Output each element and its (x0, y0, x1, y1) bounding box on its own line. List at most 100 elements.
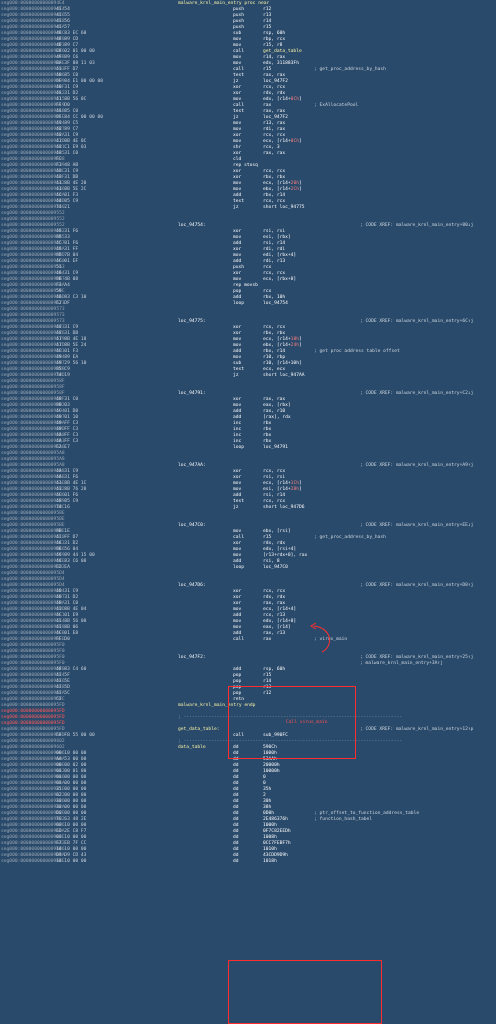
listing-row[interactable]: seg000:0000000000009581 4C 01 F3 add rbx, r… (0, 349, 496, 355)
listing-row[interactable]: seg000:000000000000950F 48 31 C9 xor rcx, r… (0, 85, 496, 91)
listing-row[interactable]: seg000:00000000000095C0 41 FF D7 call r15 ; … (0, 535, 496, 541)
listing-row[interactable]: seg000:0000000000009539 F3 48 AB rep stosq (0, 163, 496, 169)
listing-row[interactable]: seg000:000000000000956C 59 pop rcx (0, 289, 496, 295)
listing-row[interactable]: seg000:0000000000009550 74 21 jz short loc_… (0, 205, 496, 211)
listing-row[interactable]: seg000:0000000000009552 (0, 211, 496, 217)
listing-row[interactable]: seg000:00000000000094FE BA 3F 88 11 03 mov… (0, 61, 496, 67)
listing-row[interactable]: seg000:00000000000095D7 48 31 D2 xor rdx, r… (0, 595, 496, 601)
listing-row[interactable]: seg000:00000000000094E6 41 55 push r13 (0, 13, 496, 19)
listing-row[interactable]: seg000:0000000000009563 51 push rcx (0, 265, 496, 271)
listing-row[interactable]: seg000:00000000000095C3 48 31 D2 xor rdx, r… (0, 541, 496, 547)
listing-row[interactable]: seg000:00000000000095C6 8B 56 04 mov edx, [… (0, 547, 496, 553)
listing-row[interactable]: seg000:00000000000095C9 49 89 44 15 00 mov… (0, 553, 496, 559)
listing-row[interactable]: seg000:000000000000964E 18 10 00 00 dd 1018… (0, 859, 496, 865)
listing-row[interactable]: seg000:0000000000009636 00 10 00 00 dd 1000… (0, 823, 496, 829)
listing-row[interactable]: seg000:00000000000095D2 E2 EA loop loc_947C… (0, 565, 496, 571)
listing-row[interactable]: seg000:00000000000095A8 48 31 C9 xor rcx, r… (0, 469, 496, 475)
listing-row[interactable]: seg000:0000000000009519 FF D0 call rax ; ExA… (0, 103, 496, 109)
listing-row[interactable]: seg000:00000000000095D4 (0, 571, 496, 577)
listing-row[interactable]: seg000:00000000000095A6 E2 E7 loop loc_9479… (0, 445, 496, 451)
listing-row[interactable]: seg000:0000000000009560 4C 01 EF add rdi, r… (0, 259, 496, 265)
listing-row[interactable]: seg000:00000000000095BE 8B 1E mov ebx, [rsi… (0, 529, 496, 535)
listing-row[interactable]: seg000:00000000000095D4 (0, 577, 496, 583)
listing-row[interactable]: seg000:0000000000009612 00 00 01 00 dd 1000… (0, 769, 496, 775)
listing-row[interactable]: seg000:0000000000009576 48 31 DB xor rbx, r… (0, 331, 496, 337)
listing-row[interactable]: seg000:0000000000009626 30 00 00 00 dd 30h (0, 799, 496, 805)
listing-row[interactable]: seg000:00000000000094E4 41 54 push r12 (0, 7, 496, 13)
listing-row[interactable]: seg000:000000000000961A 00 00 00 00 dd 0 (0, 781, 496, 787)
listing-row[interactable]: seg000:0000000000009557 4C 01 F6 add rsi, r… (0, 241, 496, 247)
listing-row[interactable]: seg000:0000000000009606 00 10 00 00 dd 1000… (0, 751, 496, 757)
listing-row[interactable]: seg000:000000000000956D 48 83 C3 10 add rbx… (0, 295, 496, 301)
listing-row[interactable]: seg000:0000000000009646 10 10 00 00 dd 1010… (0, 847, 496, 853)
listing-row[interactable]: seg000:000000000000961E 35 00 00 00 dd 35h (0, 787, 496, 793)
listing-row[interactable]: seg000:0000000000009546 41 8B 5E 2C mov ebx… (0, 187, 496, 193)
listing-row[interactable]: seg000:00000000000095A3 48 FF C3 inc rbx (0, 439, 496, 445)
listing-row[interactable]: seg000:0000000000009573 48 31 C9 xor rcx, r… (0, 325, 496, 331)
listing-row[interactable]: seg000:00000000000095FD (0, 721, 496, 727)
listing-row[interactable]: seg000:0000000000009542 41 8B 4E 20 mov ecx… (0, 181, 496, 187)
listing-row[interactable]: seg000:0000000000009535 48 31 C0 xor rax, r… (0, 151, 496, 157)
listing-row[interactable]: seg000:00000000000095A0 48 FF C3 inc rbx (0, 433, 496, 439)
listing-row[interactable]: seg000:0000000000009642 F7 EB 7F CC dd 0CC7… (0, 841, 496, 847)
listing-row[interactable]: seg000:0000000000009573 loc_94775: ; CODE … (0, 319, 496, 325)
listing-row[interactable]: seg000:0000000000009616 00 00 00 00 dd 0 (0, 775, 496, 781)
listing-row[interactable]: seg000:0000000000009527 48 89 C7 mov rdi, r… (0, 127, 496, 133)
listing-row[interactable]: seg000:0000000000009602 data_table dd 590Ch (0, 745, 496, 751)
listing-row[interactable]: seg000:0000000000009515 41 8B 56 0C mov edx… (0, 97, 496, 103)
listing-row[interactable]: seg000:00000000000095D4 48 31 C9 xor rcx, r… (0, 589, 496, 595)
listing-row[interactable]: seg000:0000000000009579 41 8B 4E 18 mov ecx… (0, 337, 496, 343)
listing-row[interactable]: seg000:00000000000095A8 (0, 451, 496, 457)
listing-row[interactable]: seg000:0000000000009573 (0, 313, 496, 319)
listing-row[interactable]: seg000:000000000000962E D0 00 00 00 dd 0D0h… (0, 811, 496, 817)
listing-row[interactable]: seg000:0000000000009573 (0, 307, 496, 313)
listing-row[interactable]: seg000:000000000000962A 38 00 00 00 dd 38h (0, 805, 496, 811)
listing-row[interactable]: seg000:00000000000095FC C3 retn (0, 697, 496, 703)
listing-row[interactable]: seg000:00000000000095FA 41 5C pop r12 (0, 691, 496, 697)
listing-row[interactable]: seg000:0000000000009571 E2 DF loop loc_9475… (0, 301, 496, 307)
listing-row[interactable]: seg000:0000000000009555 8B 33 mov esi, [rbx… (0, 235, 496, 241)
listing-row[interactable]: seg000:000000000000963E 08 10 00 00 dd 1008… (0, 835, 496, 841)
listing-row[interactable]: seg000:00000000000095F6 41 5E pop r14 (0, 679, 496, 685)
listing-row[interactable]: seg000:0000000000009524 49 89 C5 mov r13, r… (0, 121, 496, 127)
listing-row[interactable]: seg000:000000000000953F 48 31 DB xor rbx, r… (0, 175, 496, 181)
listing-row[interactable]: seg000:000000000000960A AA 53 00 00 dd 53AA… (0, 757, 496, 763)
listing-row[interactable]: seg000:0000000000009584 49 89 EA mov r10, r… (0, 355, 496, 361)
listing-row[interactable]: seg000:000000000000951E 0F 84 CC 00 00 00… (0, 115, 496, 121)
listing-row[interactable]: seg000:000000000000954D 48 85 C9 test rcx, … (0, 199, 496, 205)
listing-row[interactable]: seg000:00000000000095A8 (0, 457, 496, 463)
listing-row[interactable]: seg000:000000000000958F (0, 385, 496, 391)
listing-row[interactable]: seg000:00000000000095EB 4C 01 E8 add rax, r… (0, 631, 496, 637)
listing-row[interactable]: seg000:0000000000009512 48 31 D2 xor rdx, r… (0, 91, 496, 97)
listing-row[interactable]: seg000:000000000000964A D9 D9 CD 43 dd 43CD… (0, 853, 496, 859)
disassembly-listing[interactable]: seg000:00000000000094E4 malware_krnl_main… (0, 1, 496, 865)
listing-row[interactable]: seg000:000000000000963A ED 2E C8 F7 dd 0F7C… (0, 829, 496, 835)
listing-row[interactable]: seg000:0000000000009564 48 31 C9 xor rcx, r… (0, 271, 496, 277)
listing-row[interactable]: seg000:00000000000094F0 48 89 CD mov rbp, r… (0, 37, 496, 43)
listing-row[interactable]: seg000:00000000000095CE 48 83 C6 08 add rsi… (0, 559, 496, 565)
listing-row[interactable]: seg000:000000000000952D 41 8B 4E 0C mov ecx… (0, 139, 496, 145)
listing-row[interactable]: seg000:00000000000094E4 malware_krnl_main… (0, 1, 496, 7)
listing-row[interactable]: seg000:000000000000959A 48 FF C3 inc rbx (0, 421, 496, 427)
listing-row[interactable]: seg000:00000000000095F4 41 5F pop r15 (0, 673, 496, 679)
listing-row[interactable]: seg000:000000000000958F 48 31 C0 xor rax, r… (0, 397, 496, 403)
listing-row[interactable]: seg000:0000000000009531 48 C1 E9 03 shr rcx… (0, 145, 496, 151)
listing-row[interactable]: seg000:00000000000094F6 E8 02 01 00 00 cal… (0, 49, 496, 55)
listing-row[interactable]: seg000:00000000000095FD (0, 709, 496, 715)
listing-row[interactable]: seg000:00000000000094FB 49 89 C6 mov r14, r… (0, 55, 496, 61)
listing-row[interactable]: seg000:000000000000954A 4C 01 F3 add rbx, r… (0, 193, 496, 199)
listing-row[interactable]: seg000:00000000000095E4 41 8B 56 08 mov edx… (0, 619, 496, 625)
listing-row[interactable]: seg000:00000000000095FD E8 FB 55 00 00 cal… (0, 733, 496, 739)
listing-row[interactable]: seg000:000000000000958F (0, 379, 496, 385)
listing-row[interactable]: seg000:0000000000009602 ; ---------------… (0, 739, 496, 745)
listing-row[interactable]: seg000:00000000000095FD malware_krnl_main… (0, 703, 496, 709)
listing-row[interactable]: seg000:00000000000094EC 48 83 EC 60 sub rsp… (0, 31, 496, 37)
listing-row[interactable]: seg000:00000000000095AB 48 31 F6 xor rsi, r… (0, 475, 496, 481)
listing-row[interactable]: seg000:00000000000095BE (0, 517, 496, 523)
listing-row[interactable]: seg000:00000000000095A8 loc_947AA: ; CODE … (0, 463, 496, 469)
listing-row[interactable]: seg000:00000000000095F0 (0, 649, 496, 655)
listing-row[interactable]: seg000:0000000000009552 48 31 F6 xor rsi, r… (0, 229, 496, 235)
listing-row[interactable]: seg000:000000000000959D 48 FF C3 inc rbx (0, 427, 496, 433)
listing-row[interactable]: seg000:00000000000095F8 41 5D pop r13 (0, 685, 496, 691)
listing-row[interactable]: seg000:00000000000095B9 48 85 C9 test rcx, … (0, 499, 496, 505)
